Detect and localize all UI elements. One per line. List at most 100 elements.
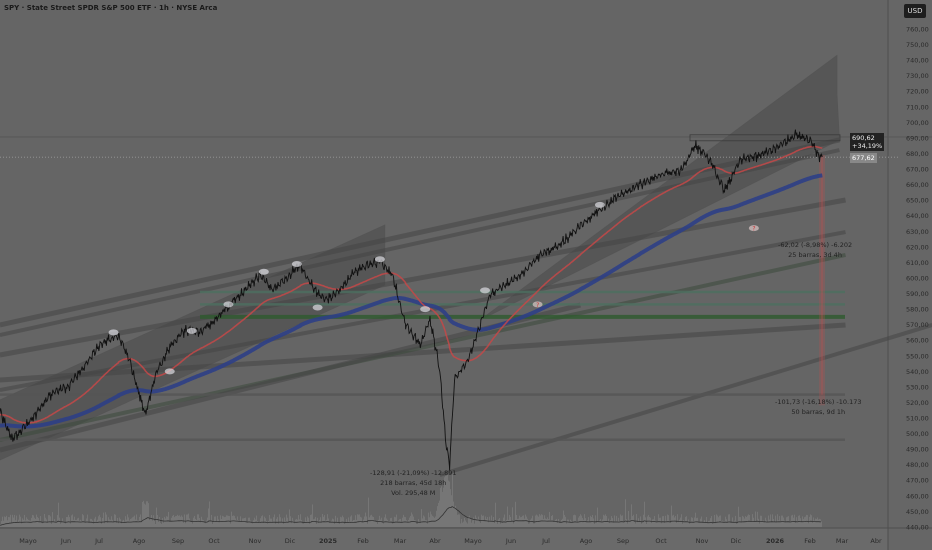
volume-bar (412, 514, 413, 527)
volume-bar (114, 514, 115, 527)
volume-bar (755, 511, 756, 527)
volume-bar (6, 515, 7, 527)
pivot-marker (420, 306, 431, 313)
volume-bar (148, 503, 149, 527)
volume-bar (88, 522, 89, 527)
price-axis (888, 0, 932, 550)
volume-bar (298, 515, 299, 527)
volume-bar (644, 501, 645, 527)
volume-bar (400, 518, 401, 527)
pivot-marker (291, 260, 302, 267)
volume-bar (426, 520, 427, 527)
volume-bar (567, 519, 568, 527)
volume-bar (479, 521, 480, 527)
volume-bar (14, 514, 15, 527)
volume-bar (126, 519, 127, 527)
volume-bar (241, 521, 242, 527)
volume-bar (522, 515, 523, 527)
volume-bar (408, 519, 409, 527)
volume-bar (169, 521, 170, 527)
y-tick-label: 750,00 (906, 41, 929, 49)
volume-bar (316, 523, 317, 527)
volume-bar (102, 517, 103, 527)
x-tick-label: Nov (249, 537, 262, 545)
volume-bar (335, 515, 336, 527)
volume-bar (771, 522, 772, 527)
volume-bar (18, 519, 19, 527)
volume-bar (145, 504, 146, 527)
volume-bar (159, 517, 160, 527)
volume-bar (742, 515, 743, 527)
x-tick-label: Sep (172, 537, 184, 545)
volume-bar (155, 523, 156, 527)
volume-bar (462, 522, 463, 527)
volume-bar (90, 518, 91, 527)
volume-bar (486, 518, 487, 527)
ma-fast-line (0, 145, 823, 424)
volume-bar (392, 523, 393, 527)
volume-bar (688, 519, 689, 527)
volume-bar (568, 519, 569, 527)
volume-bar (429, 517, 430, 527)
volume-bar (129, 520, 130, 527)
volume-bar (630, 519, 631, 527)
volume-bar (607, 521, 608, 527)
volume-bar (791, 515, 792, 527)
volume-bar (375, 520, 376, 527)
volume-bar (514, 520, 515, 527)
volume-bar (639, 521, 640, 527)
volume-bar (92, 520, 93, 527)
volume-bar (79, 520, 80, 527)
volume-bar (444, 477, 445, 527)
y-tick-label: 480,00 (906, 461, 929, 469)
volume-bar (730, 522, 731, 527)
price-change: +34,19% (852, 142, 883, 150)
plot-area (0, 0, 888, 528)
volume-bar (27, 518, 28, 527)
volume-bar (314, 518, 315, 527)
volume-bar (230, 523, 231, 527)
volume-bar (598, 521, 599, 527)
volume-bar (821, 521, 822, 527)
volume-bar (515, 501, 516, 527)
volume-bar (483, 515, 484, 527)
volume-bar (309, 523, 310, 527)
volume-bar (204, 522, 205, 527)
volume-bar (500, 523, 501, 527)
volume-bar (288, 521, 289, 527)
volume-bar (517, 518, 518, 527)
volume-bar (521, 516, 522, 527)
measure-annotation-small[interactable]: -62,02 (-8,98%) -6.202 25 barras, 3d 4h (778, 240, 852, 260)
volume-bar (380, 519, 381, 527)
volume-bar (700, 518, 701, 527)
volume-bar (262, 515, 263, 527)
volume-bar (269, 515, 270, 527)
volume-bar (289, 509, 290, 527)
volume-bar (267, 523, 268, 527)
volume-bar (530, 519, 531, 527)
volume-bar (642, 521, 643, 527)
currency-button[interactable]: USD (904, 4, 926, 18)
y-tick-label: 540,00 (906, 368, 929, 376)
volume-bar (376, 520, 377, 527)
volume-bar (25, 520, 26, 527)
volume-bar (818, 519, 819, 527)
measure-annotation-drawdown-2025[interactable]: -128,91 (-21,09%) -12.891 218 barras, 45… (370, 468, 457, 498)
volume-bar (751, 520, 752, 527)
measure-annotation-target[interactable]: -101,73 (-16,18%) -10.173 50 barras, 9d … (775, 397, 862, 417)
volume-bar (372, 516, 373, 527)
volume-bar (546, 519, 547, 527)
volume-bar (330, 522, 331, 527)
volume-bar (465, 520, 466, 527)
pivot-marker (186, 327, 197, 334)
pivot-marker (312, 304, 323, 311)
volume-bar (697, 517, 698, 527)
volume-bar (785, 522, 786, 527)
volume-bar (494, 523, 495, 527)
volume-bar (218, 519, 219, 527)
x-tick-label: Mayo (464, 537, 481, 545)
volume-bar (504, 514, 505, 527)
volume-bar (121, 523, 122, 527)
volume-bar (302, 523, 303, 527)
